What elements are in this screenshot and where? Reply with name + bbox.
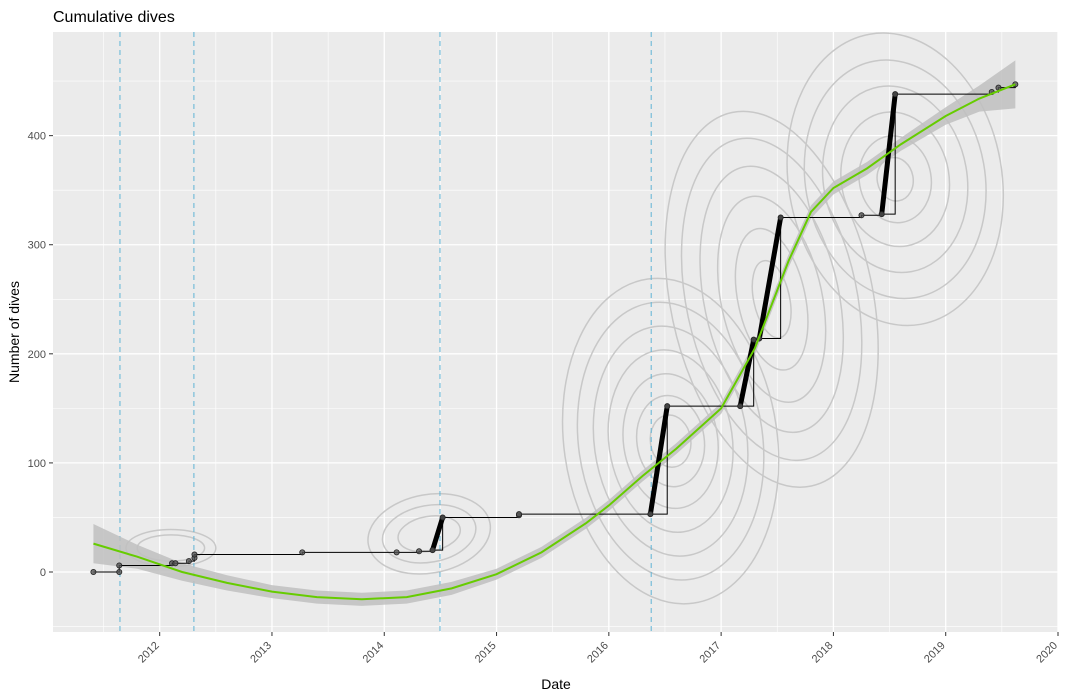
dense-dive-segment <box>756 214 784 342</box>
contour-2017 <box>734 227 809 371</box>
x-tick-label: 2018 <box>810 640 836 666</box>
dive-point <box>647 511 654 518</box>
dive-point <box>299 549 306 556</box>
y-tick-label: 100 <box>28 458 46 470</box>
dive-point <box>777 214 784 221</box>
x-tick-label: 2015 <box>473 640 499 666</box>
chart-title: Cumulative dives <box>53 9 175 26</box>
x-tick-label: 2017 <box>697 640 723 666</box>
x-tick-label: 2014 <box>361 640 387 666</box>
contour-2016 <box>635 394 706 488</box>
contour-2017 <box>699 165 845 434</box>
dive-point <box>429 547 436 554</box>
dive-point <box>664 403 671 410</box>
contour-2018 <box>876 156 915 202</box>
x-tick-label: 2019 <box>922 640 948 666</box>
dense-dive-segment <box>737 337 757 409</box>
y-tick-label: 0 <box>40 567 46 579</box>
dive-point <box>416 548 423 555</box>
contour-2018 <box>858 135 933 224</box>
gridlines <box>53 32 1059 632</box>
x-tick-label: 2012 <box>136 640 162 666</box>
dive-point <box>191 551 198 558</box>
dive-point <box>393 549 400 556</box>
smooth-line <box>93 83 1016 601</box>
y-tick-label: 200 <box>28 349 46 361</box>
dive-point <box>172 560 179 567</box>
dive-point <box>516 511 523 518</box>
dive-point <box>116 562 123 569</box>
dive-point <box>90 569 97 576</box>
contour-2017 <box>680 137 863 462</box>
dive-point <box>878 211 885 218</box>
dive-point <box>439 514 446 521</box>
x-axis: 2012 2013 2014 2015 2016 2017 2018 2019 2020 <box>136 632 1060 665</box>
y-axis: 0 100 200 300 400 <box>28 131 53 579</box>
dive-point <box>858 212 865 219</box>
contour-2018 <box>786 32 1005 327</box>
dense-dive-segment <box>430 514 446 553</box>
x-tick-label: 2016 <box>585 640 611 666</box>
contour-2017 <box>751 259 792 339</box>
contour-2016 <box>607 349 734 533</box>
dive-point <box>185 558 192 565</box>
y-tick-label: 400 <box>28 131 46 143</box>
dive-point <box>116 569 123 576</box>
contour-2016 <box>592 325 749 557</box>
x-axis-label: Date <box>541 676 571 692</box>
dense-dive-segments <box>430 91 898 553</box>
contour-2016 <box>622 373 719 510</box>
dive-point <box>892 91 899 98</box>
dense-dive-segment <box>647 403 670 517</box>
dive-point <box>737 403 744 410</box>
x-tick-label: 2020 <box>1034 640 1060 666</box>
smooth-path <box>93 83 1016 601</box>
contour-2017 <box>716 195 827 403</box>
contour-2018 <box>803 59 987 300</box>
y-tick-label: 300 <box>28 240 46 252</box>
dive-point <box>750 336 757 343</box>
x-tick-label: 2013 <box>248 640 274 666</box>
y-axis-label: Number of dives <box>6 281 22 383</box>
dive-points <box>90 81 1019 576</box>
contour-2017 <box>664 110 879 488</box>
contour-2014 <box>381 503 477 564</box>
contour-2014 <box>367 492 492 575</box>
contour-2016 <box>561 277 780 605</box>
